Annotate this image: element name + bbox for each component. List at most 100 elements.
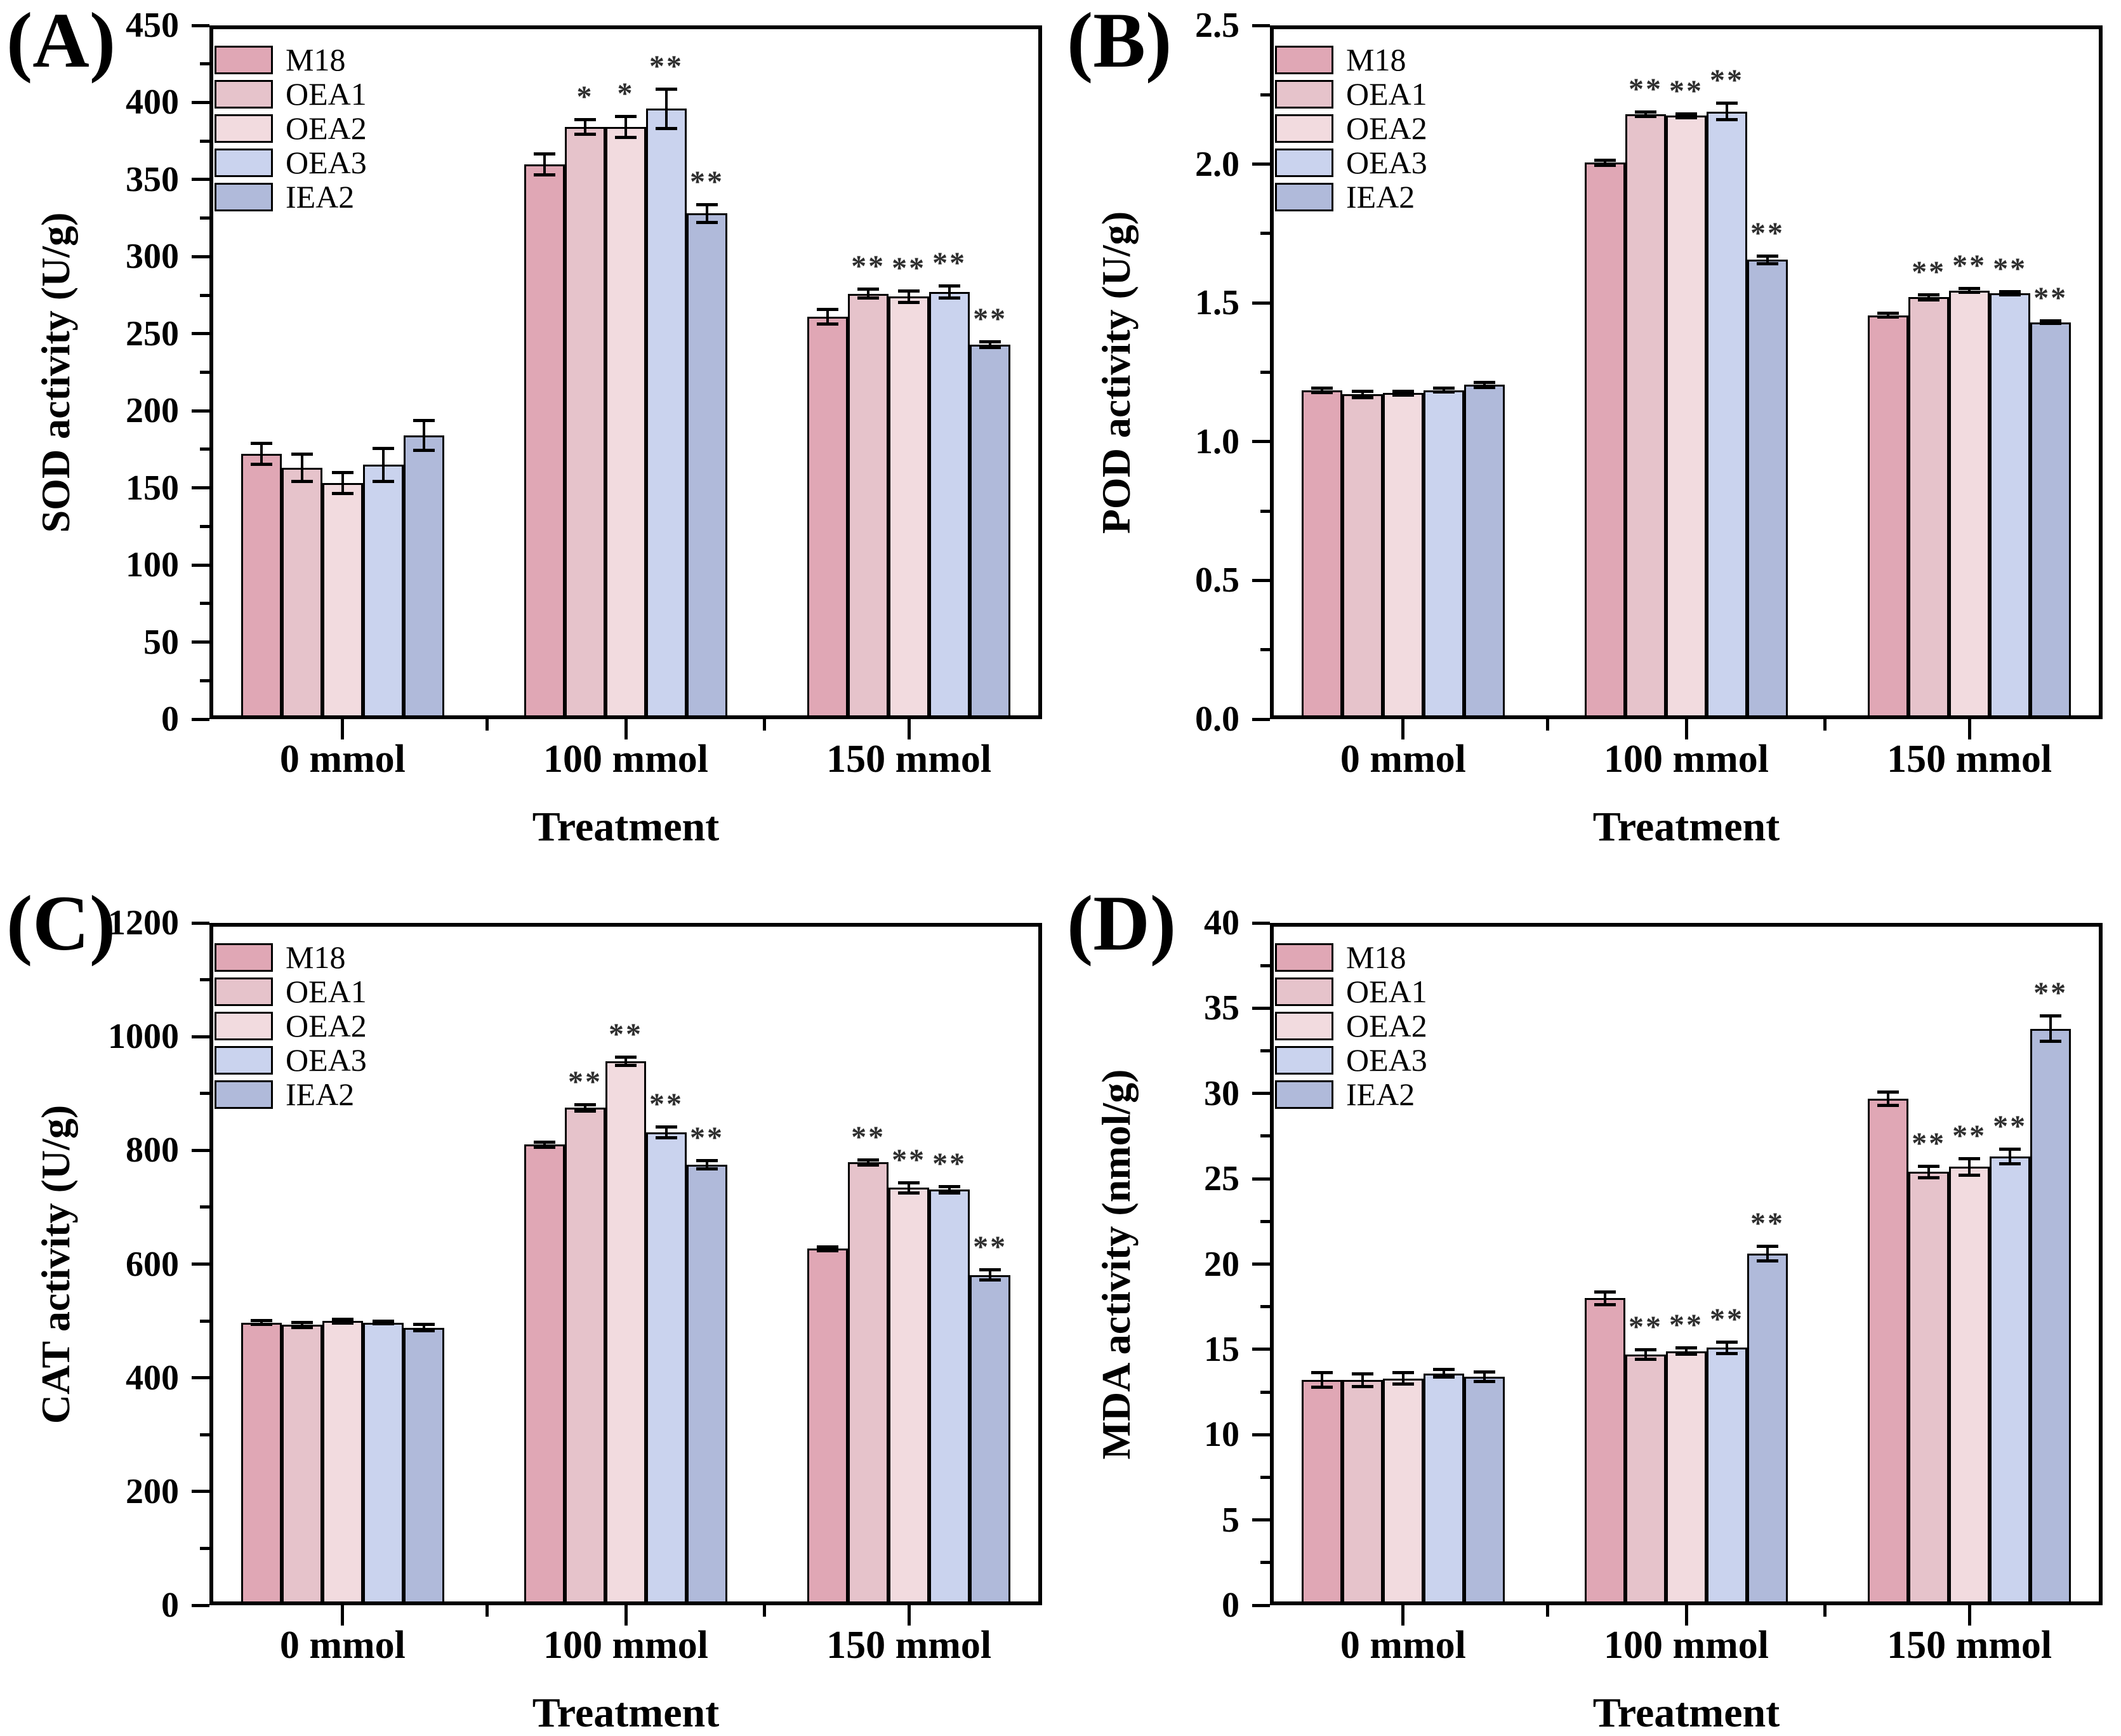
error-bar-cap-bottom (615, 136, 637, 140)
significance-stars: ** (1993, 1110, 2028, 1144)
error-bar (706, 204, 708, 223)
legend-swatch-oea1 (1275, 80, 1333, 109)
bar-iea2-150mmol (970, 344, 1011, 719)
y-major-tick (192, 100, 209, 104)
x-minor-tick (763, 719, 767, 731)
error-bar-cap-top (696, 1158, 718, 1162)
significance-stars: ** (1993, 252, 2028, 286)
x-axis-title-treatment: Treatment (1592, 804, 1780, 850)
error-bar (1766, 1246, 1769, 1262)
error-bar-cap-top (250, 442, 272, 446)
y-minor-tick (1260, 509, 1270, 513)
y-tick-label: 0 (1222, 1586, 1239, 1625)
axis-spine-top (209, 25, 1042, 29)
y-tick-label: 200 (126, 391, 179, 431)
error-bar-cap-bottom (656, 1136, 677, 1139)
legend-label-oea1: OEA1 (286, 974, 367, 1009)
error-bar-cap-top (1757, 1245, 1778, 1249)
error-bar-cap-top (979, 1268, 1001, 1272)
error-bar (300, 454, 303, 482)
bar-m18-0mmol (1301, 1380, 1342, 1605)
y-major-tick (192, 409, 209, 413)
error-bar-cap-top (1918, 293, 1940, 297)
error-bar (948, 1186, 951, 1193)
error-bar (989, 1269, 992, 1280)
bar-iea2-0mmol (403, 435, 444, 719)
legend-label-oea2: OEA2 (1346, 110, 1427, 146)
y-minor-tick (200, 139, 209, 143)
x-major-tick (907, 1605, 911, 1626)
error-bar-cap-top (291, 453, 313, 456)
error-bar-cap-top (857, 288, 880, 291)
legend-swatch-oea2 (1275, 114, 1333, 143)
significance-stars: ** (1750, 216, 1785, 250)
x-major-tick (1401, 1605, 1405, 1626)
error-bar-cap-top (413, 1323, 435, 1327)
legend-swatch-m18 (1275, 943, 1333, 972)
y-tick-label: 400 (126, 1358, 179, 1398)
error-bar-cap-bottom (1432, 390, 1455, 394)
y-minor-tick (1260, 93, 1270, 96)
x-category-label: 150 mmol (826, 1624, 992, 1667)
error-bar-cap-bottom (2040, 1039, 2062, 1043)
legend-swatch-iea2 (215, 183, 273, 211)
bar-oea2-150mmol (1949, 1167, 1990, 1605)
significance-stars: * (617, 77, 635, 111)
y-tick-label: 1.5 (1195, 283, 1239, 323)
y-major-tick (192, 1376, 209, 1380)
y-axis-title-sod: SOD activity (U/g) (33, 212, 78, 533)
bar-oea1-100mmol (1625, 1354, 1666, 1605)
error-bar-cap-bottom (1999, 293, 2021, 296)
y-major-tick (192, 1148, 209, 1152)
x-category-label: 100 mmol (1603, 738, 1769, 781)
error-bar-cap-bottom (817, 322, 839, 326)
error-bar (1442, 388, 1445, 393)
y-minor-tick (200, 1433, 209, 1436)
y-major-tick (1252, 1433, 1270, 1436)
bar-oea2-100mmol (605, 127, 646, 719)
error-bar-cap-top (1351, 1372, 1373, 1375)
error-bar-cap-top (615, 1055, 637, 1059)
y-minor-tick (1260, 648, 1270, 652)
error-bar-cap-bottom (372, 1322, 394, 1326)
error-bar (1320, 1372, 1323, 1388)
y-tick-label: 50 (143, 622, 179, 662)
bar-m18-0mmol (1301, 390, 1342, 719)
error-bar (1685, 1348, 1688, 1355)
x-major-tick (341, 1605, 345, 1626)
x-major-tick (1401, 719, 1405, 739)
legend-label-m18: M18 (286, 42, 346, 77)
error-bar-cap-bottom (1716, 117, 1738, 121)
error-bar (1361, 391, 1364, 398)
error-bar (300, 1322, 303, 1328)
axis-spine-top (209, 923, 1042, 927)
legend-label-iea2: IEA2 (286, 179, 355, 215)
x-category-label: 100 mmol (543, 1624, 709, 1667)
error-bar-cap-top (1351, 390, 1373, 394)
error-bar-cap-bottom (857, 296, 880, 300)
legend-label-m18: M18 (1346, 939, 1406, 975)
significance-stars: ** (609, 1017, 643, 1051)
error-bar (1766, 255, 1769, 264)
error-bar-cap-bottom (413, 449, 435, 453)
x-major-tick (1967, 1605, 1971, 1626)
error-bar (1968, 288, 1971, 293)
bar-oea3-0mmol (1423, 1373, 1464, 1605)
error-bar (665, 1126, 668, 1138)
x-minor-tick (485, 719, 489, 731)
error-bar (1644, 1349, 1647, 1360)
error-bar-cap-bottom (1635, 1358, 1656, 1361)
y-minor-tick (1260, 1475, 1270, 1479)
error-bar-cap-top (817, 307, 839, 311)
axis-spine-left (1270, 923, 1274, 1605)
x-category-label: 0 mmol (1340, 738, 1466, 781)
bar-m18-150mmol (1868, 1098, 1909, 1605)
legend-item-iea2: IEA2 (1275, 179, 1529, 215)
error-bar-cap-top (1392, 1371, 1414, 1375)
y-major-tick (192, 1035, 209, 1038)
y-minor-tick (200, 524, 209, 528)
bar-oea2-100mmol (605, 1061, 646, 1605)
legend: M18 OEA1 OEA2 OEA3 IEA2 (1275, 939, 1529, 1115)
legend-label-oea1: OEA1 (1346, 974, 1427, 1009)
